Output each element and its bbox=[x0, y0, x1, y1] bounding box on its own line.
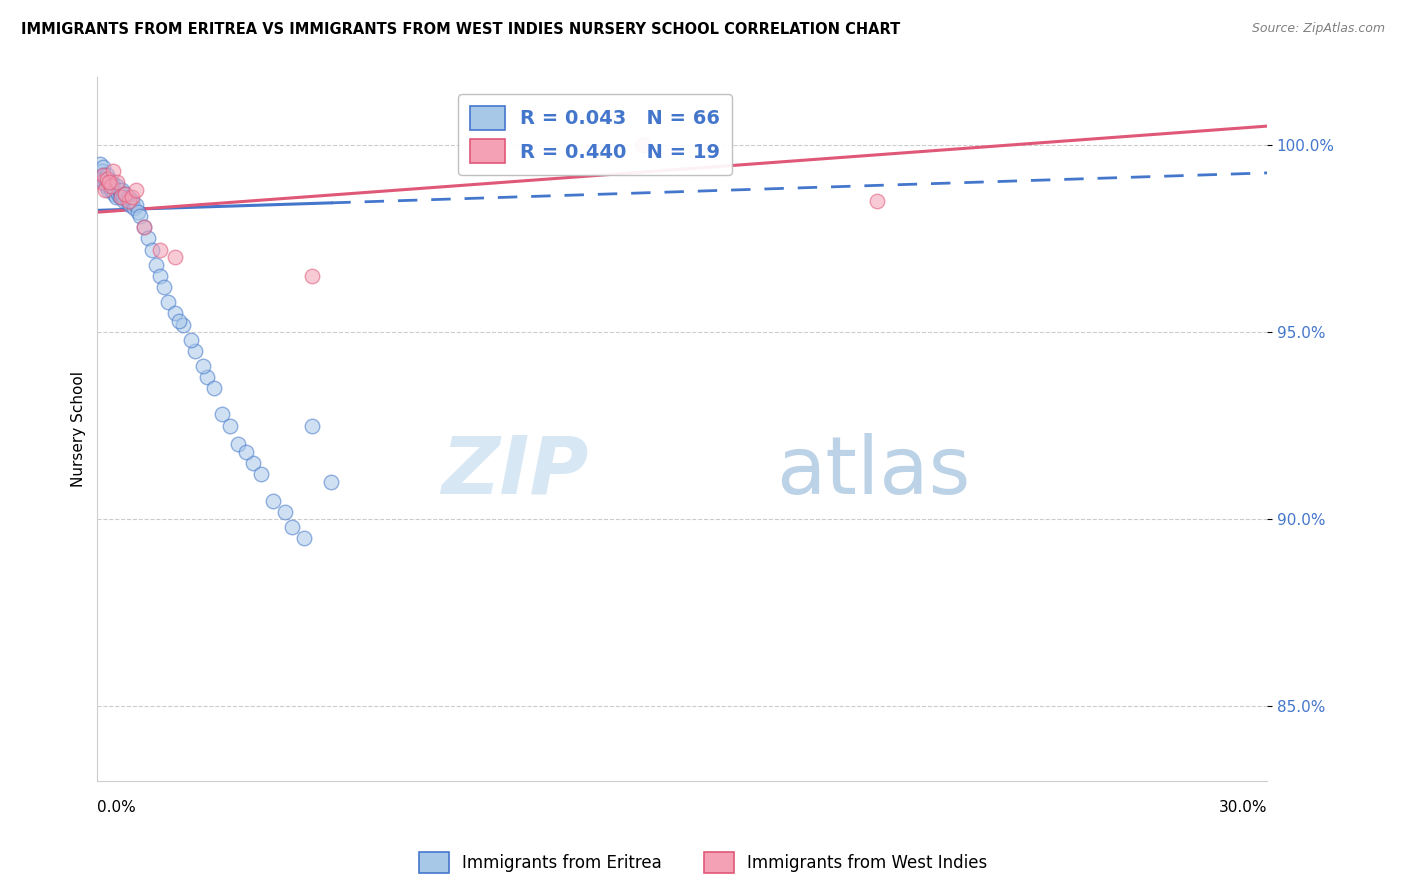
Point bbox=[149, 268, 172, 283]
Point bbox=[273, 505, 295, 519]
Point bbox=[91, 161, 114, 175]
Point bbox=[195, 370, 218, 384]
Point bbox=[145, 258, 167, 272]
Point bbox=[96, 171, 118, 186]
Point bbox=[98, 175, 121, 189]
Point bbox=[107, 186, 129, 201]
Point bbox=[631, 137, 654, 152]
Point bbox=[98, 175, 121, 189]
Point bbox=[98, 179, 121, 194]
Point bbox=[104, 183, 127, 197]
Point bbox=[115, 194, 138, 208]
Point bbox=[134, 220, 156, 235]
Point bbox=[93, 175, 115, 189]
Point bbox=[125, 198, 148, 212]
Point bbox=[94, 183, 117, 197]
Point bbox=[100, 183, 122, 197]
Y-axis label: Nursery School: Nursery School bbox=[72, 371, 86, 487]
Point bbox=[121, 194, 143, 208]
Text: atlas: atlas bbox=[776, 433, 970, 510]
Point bbox=[90, 175, 112, 189]
Point bbox=[94, 171, 117, 186]
Point bbox=[114, 186, 136, 201]
Point bbox=[91, 164, 114, 178]
Point bbox=[167, 314, 190, 328]
Point bbox=[152, 280, 174, 294]
Point bbox=[235, 445, 257, 459]
Point bbox=[91, 175, 114, 189]
Point bbox=[94, 179, 117, 194]
Point bbox=[111, 183, 134, 197]
Point bbox=[165, 250, 187, 264]
Point bbox=[117, 190, 139, 204]
Point bbox=[129, 209, 152, 223]
Point bbox=[301, 268, 323, 283]
Point bbox=[101, 175, 124, 189]
Point bbox=[321, 475, 343, 489]
Point bbox=[292, 531, 315, 545]
Point bbox=[91, 168, 114, 182]
Point bbox=[111, 190, 134, 204]
Point bbox=[101, 179, 124, 194]
Point bbox=[90, 171, 112, 186]
Text: Source: ZipAtlas.com: Source: ZipAtlas.com bbox=[1251, 22, 1385, 36]
Point bbox=[134, 220, 156, 235]
Point bbox=[97, 171, 120, 186]
Text: ZIP: ZIP bbox=[441, 433, 589, 510]
Point bbox=[114, 186, 136, 201]
Point bbox=[202, 381, 225, 395]
Point bbox=[866, 194, 889, 208]
Point bbox=[97, 183, 120, 197]
Legend: R = 0.043   N = 66, R = 0.440   N = 19: R = 0.043 N = 66, R = 0.440 N = 19 bbox=[458, 95, 733, 175]
Point bbox=[93, 168, 115, 182]
Point bbox=[125, 183, 148, 197]
Point bbox=[101, 164, 124, 178]
Point bbox=[117, 194, 139, 208]
Point bbox=[191, 359, 214, 373]
Point bbox=[149, 243, 172, 257]
Point bbox=[141, 243, 163, 257]
Point bbox=[281, 519, 304, 533]
Point bbox=[100, 179, 122, 194]
Point bbox=[107, 183, 129, 197]
Point bbox=[108, 190, 131, 204]
Point bbox=[121, 190, 143, 204]
Point bbox=[110, 186, 132, 201]
Point bbox=[103, 186, 125, 201]
Point bbox=[219, 418, 242, 433]
Point bbox=[262, 493, 284, 508]
Point bbox=[110, 190, 132, 204]
Point bbox=[156, 295, 179, 310]
Text: 0.0%: 0.0% bbox=[97, 800, 136, 815]
Point bbox=[105, 175, 128, 189]
Point bbox=[242, 456, 264, 470]
Point bbox=[180, 333, 202, 347]
Point bbox=[124, 202, 146, 216]
Point bbox=[112, 194, 135, 208]
Point bbox=[127, 205, 149, 219]
Point bbox=[105, 179, 128, 194]
Point bbox=[105, 190, 128, 204]
Point bbox=[96, 175, 118, 189]
Point bbox=[165, 306, 187, 320]
Point bbox=[226, 437, 249, 451]
Text: 30.0%: 30.0% bbox=[1219, 800, 1267, 815]
Point bbox=[301, 418, 323, 433]
Point bbox=[96, 168, 118, 182]
Point bbox=[172, 318, 194, 332]
Point bbox=[89, 156, 111, 170]
Point bbox=[89, 168, 111, 182]
Text: IMMIGRANTS FROM ERITREA VS IMMIGRANTS FROM WEST INDIES NURSERY SCHOOL CORRELATIO: IMMIGRANTS FROM ERITREA VS IMMIGRANTS FR… bbox=[21, 22, 900, 37]
Point bbox=[136, 231, 159, 245]
Point bbox=[211, 408, 233, 422]
Legend: Immigrants from Eritrea, Immigrants from West Indies: Immigrants from Eritrea, Immigrants from… bbox=[412, 846, 994, 880]
Point bbox=[120, 198, 142, 212]
Point bbox=[184, 343, 207, 358]
Point bbox=[250, 467, 273, 482]
